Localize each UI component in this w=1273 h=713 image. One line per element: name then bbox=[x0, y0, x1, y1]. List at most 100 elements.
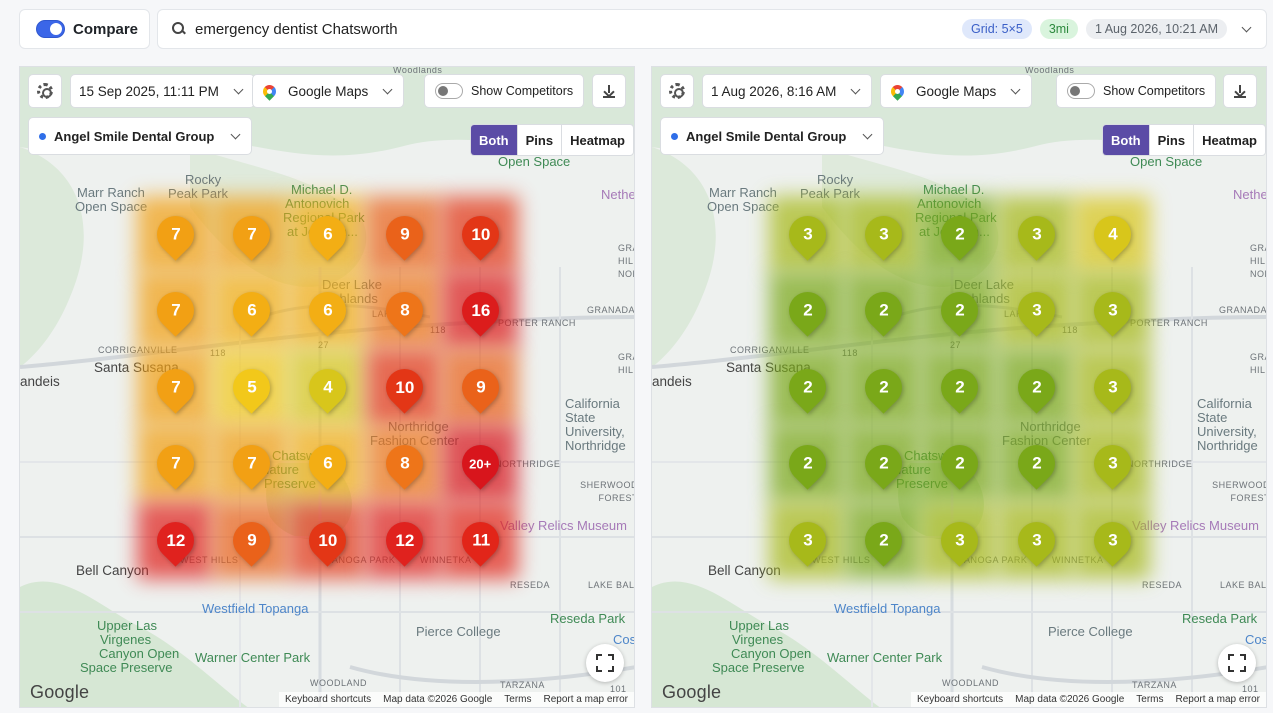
source-select-value: Google Maps bbox=[288, 83, 369, 99]
rank-pin-value: 2 bbox=[954, 224, 965, 244]
highway-shield: 101 bbox=[1242, 684, 1259, 694]
map-label: Peak Park bbox=[800, 186, 860, 201]
date-select[interactable]: 15 Sep 2025, 11:11 PM bbox=[70, 74, 255, 108]
show-competitors-toggle[interactable]: Show Competitors bbox=[1056, 74, 1217, 108]
settings-button[interactable] bbox=[660, 74, 694, 108]
competitors-switch[interactable] bbox=[435, 83, 463, 99]
view-heatmap-button[interactable]: Heatmap bbox=[1193, 125, 1265, 155]
map-label: GRANADA bbox=[1219, 305, 1267, 315]
highway-shield: 118 bbox=[430, 325, 446, 335]
map-label: Nethe bbox=[601, 187, 635, 202]
attribution-link[interactable]: Report a map error bbox=[1175, 694, 1260, 705]
attribution-link[interactable]: Report a map error bbox=[543, 694, 628, 705]
rank-pin-value: 2 bbox=[1031, 453, 1042, 473]
business-select[interactable]: Angel Smile Dental Group bbox=[28, 117, 253, 155]
map-panel-left[interactable]: Woodlands Rocky Peak Park Marr Ranch Ope… bbox=[19, 66, 635, 708]
view-pins-button[interactable]: Pins bbox=[1148, 125, 1193, 155]
rank-pin-value: 8 bbox=[399, 453, 410, 473]
map-label: PORTER RANCH bbox=[498, 318, 576, 328]
highway-shield: 118 bbox=[1062, 325, 1078, 335]
rank-pin-value: 3 bbox=[1031, 530, 1042, 550]
map-label: GRANADA HILLS NORTH bbox=[618, 243, 634, 279]
rank-pin-value: 2 bbox=[878, 300, 889, 320]
map-label: Michael D. bbox=[291, 182, 353, 197]
rank-pin-value: 2 bbox=[802, 453, 813, 473]
map-label: Warner Center Park bbox=[827, 650, 943, 665]
search-bar[interactable]: emergency dentist Chatsworth Grid: 5×5 3… bbox=[157, 9, 1267, 49]
compare-toggle[interactable]: Compare bbox=[19, 9, 150, 49]
rank-pin-value: 8 bbox=[399, 300, 410, 320]
download-button[interactable] bbox=[1223, 74, 1257, 108]
map-label: Upper Las bbox=[97, 618, 157, 633]
attribution-link[interactable]: Terms bbox=[1136, 694, 1164, 705]
map-attribution: Keyboard shortcuts Map data ©2026 Google T… bbox=[278, 692, 634, 707]
view-pins-button[interactable]: Pins bbox=[516, 125, 561, 155]
map-label: Woodlands bbox=[1025, 66, 1075, 75]
settings-button[interactable] bbox=[28, 74, 62, 108]
map-label: PORTER RANCH bbox=[1130, 318, 1208, 328]
date-select[interactable]: 1 Aug 2026, 8:16 AM bbox=[702, 74, 873, 108]
map-label: State bbox=[1197, 410, 1228, 425]
search-query[interactable]: emergency dentist Chatsworth bbox=[195, 20, 398, 38]
map-label: TARZANA bbox=[500, 680, 545, 690]
download-button[interactable] bbox=[592, 74, 626, 108]
business-select[interactable]: Angel Smile Dental Group bbox=[660, 117, 885, 155]
business-dot-icon bbox=[671, 132, 678, 140]
recenter-button[interactable] bbox=[1218, 644, 1256, 682]
highway-shield: 27 bbox=[318, 340, 330, 350]
map-label: Marr Ranch bbox=[709, 185, 777, 200]
chevron-down-icon bbox=[862, 129, 873, 140]
rank-pin-value: 9 bbox=[399, 224, 410, 244]
business-dot-icon bbox=[39, 132, 46, 140]
rank-pin-value: 2 bbox=[802, 300, 813, 320]
chevron-down-icon bbox=[850, 84, 861, 95]
source-select[interactable]: Google Maps bbox=[252, 74, 405, 108]
map-label: Westfield Topanga bbox=[202, 601, 309, 616]
rank-pin-value: 12 bbox=[166, 530, 185, 550]
show-competitors-toggle[interactable]: Show Competitors bbox=[424, 74, 585, 108]
map-label: WEST HILLS bbox=[812, 555, 871, 565]
chevron-down-icon[interactable] bbox=[1241, 22, 1252, 33]
rank-pin-value: 2 bbox=[878, 453, 889, 473]
rank-pin-value: 3 bbox=[1031, 300, 1042, 320]
map-label: Upper Las bbox=[729, 618, 789, 633]
attribution-link[interactable]: Keyboard shortcuts bbox=[916, 694, 1004, 705]
view-heatmap-button[interactable]: Heatmap bbox=[561, 125, 633, 155]
map-label: GRANA HILLS bbox=[1250, 352, 1266, 375]
map-label: Fashion Center bbox=[1002, 433, 1091, 448]
competitors-switch[interactable] bbox=[1067, 83, 1095, 99]
recenter-button[interactable] bbox=[586, 644, 624, 682]
attribution-link[interactable]: Keyboard shortcuts bbox=[284, 694, 372, 705]
map-label: RESEDA bbox=[1142, 580, 1183, 590]
source-select[interactable]: Google Maps bbox=[880, 74, 1033, 108]
chevron-down-icon bbox=[230, 129, 241, 140]
map-label: andeis bbox=[20, 374, 60, 389]
map-label: LAKE BALBOA bbox=[1220, 580, 1267, 590]
map-label: Canyon Open bbox=[99, 646, 180, 661]
map-label: andeis bbox=[652, 374, 692, 389]
view-both-button[interactable]: Both bbox=[471, 125, 517, 155]
attribution-link[interactable]: Terms bbox=[504, 694, 532, 705]
map-label: LAKE BALBOA bbox=[588, 580, 635, 590]
map-label: California bbox=[1197, 396, 1252, 411]
map-label: Preserve bbox=[896, 476, 949, 491]
rank-pin-value: 6 bbox=[322, 453, 333, 473]
rank-pin-value: 2 bbox=[954, 300, 965, 320]
highway-shield: 101 bbox=[610, 684, 627, 694]
map-label: Rocky bbox=[185, 172, 222, 187]
google-maps-icon bbox=[888, 81, 907, 101]
highway-shield: 118 bbox=[842, 348, 858, 358]
show-competitors-label: Show Competitors bbox=[1103, 84, 1206, 98]
map-label: Bell Canyon bbox=[708, 563, 781, 578]
compare-switch[interactable] bbox=[36, 20, 65, 38]
map-label: WEST HILLS bbox=[180, 555, 239, 565]
download-icon bbox=[603, 85, 615, 98]
view-both-button[interactable]: Both bbox=[1103, 125, 1149, 155]
rank-pin-value: 10 bbox=[471, 224, 490, 244]
compare-label: Compare bbox=[73, 20, 139, 38]
map-label: Westfield Topanga bbox=[834, 601, 941, 616]
map-panel-right[interactable]: Woodlands Rocky Peak Park Marr Ranch Ope… bbox=[651, 66, 1267, 708]
rank-pin-value: 4 bbox=[322, 377, 333, 397]
map-attribution: Keyboard shortcuts Map data ©2026 Google T… bbox=[910, 692, 1266, 707]
rank-pin-value: 11 bbox=[471, 530, 490, 550]
